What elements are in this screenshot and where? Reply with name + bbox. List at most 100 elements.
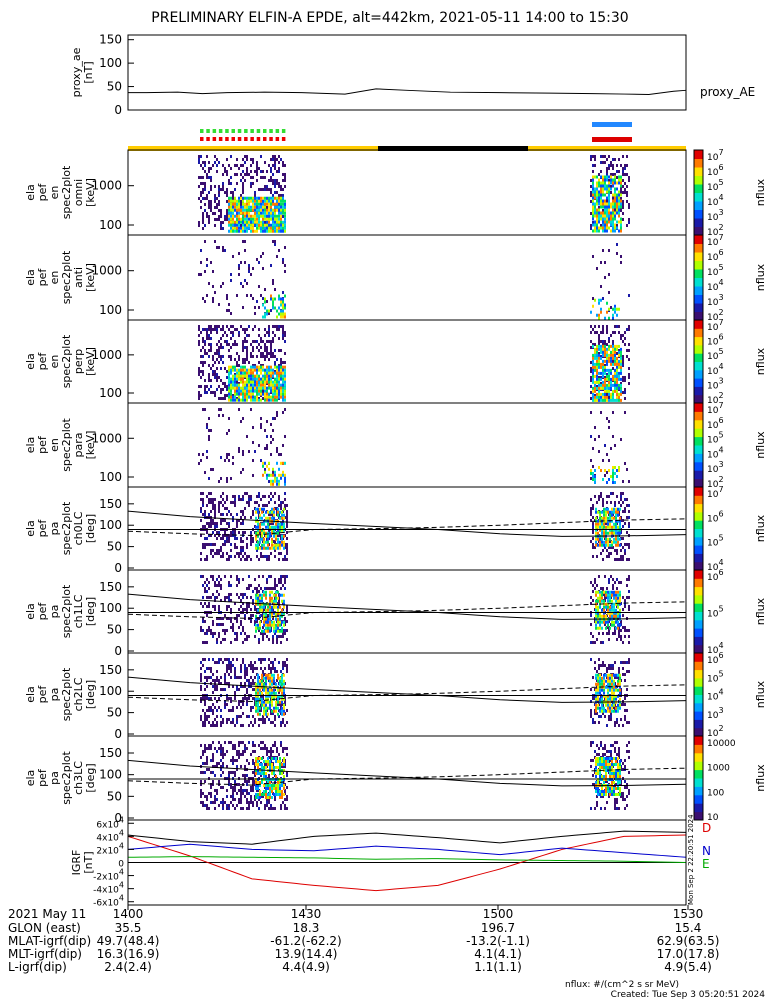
- spectrogram-pixel: [244, 670, 246, 673]
- spectrogram-pixel: [252, 724, 254, 727]
- spectrogram-pixel: [282, 392, 284, 396]
- spectrogram-pixel: [230, 331, 232, 334]
- spectrogram-pixel: [250, 706, 252, 709]
- colorbar-cell: [694, 704, 703, 708]
- ylabel: pef: [36, 183, 49, 202]
- spectrogram-pixel: [608, 155, 610, 158]
- spectrogram-pixel: [232, 377, 234, 381]
- spectrogram-pixel: [206, 352, 208, 355]
- spectrogram-pixel: [248, 267, 250, 270]
- spectrogram-pixel: [262, 555, 264, 558]
- spectrogram-pixel: [278, 211, 280, 215]
- colorbar-cell: [694, 394, 703, 398]
- colorbar-label: nflux: [754, 680, 767, 708]
- spectrogram-pixel: [232, 325, 234, 328]
- spectrogram-pixel: [272, 473, 274, 477]
- spectrogram-pixel: [228, 309, 230, 312]
- spectrogram-pixel: [614, 444, 616, 447]
- spectrogram-pixel: [218, 682, 220, 685]
- spectrogram-pixel: [261, 522, 263, 526]
- spectrogram-pixel: [594, 175, 596, 179]
- spectrogram-pixel: [592, 170, 594, 173]
- spectrogram-pixel: [267, 629, 269, 633]
- spectrogram-pixel: [282, 161, 284, 164]
- colorbar-cell: [694, 324, 703, 327]
- spectrogram-pixel: [270, 587, 272, 590]
- spectrogram-pixel: [274, 205, 276, 209]
- colorbar-cell: [694, 711, 703, 714]
- spectrogram-pixel: [276, 386, 278, 390]
- spectrogram-pixel: [280, 641, 282, 644]
- spectrogram-pixel: [266, 558, 268, 561]
- spectrogram-pixel: [230, 661, 232, 664]
- spectrogram-pixel: [226, 697, 228, 700]
- spectrogram-pixel: [220, 587, 222, 590]
- ylabel: pef: [36, 435, 49, 454]
- spectrogram-pixel: [272, 211, 274, 215]
- spectrogram-pixel: [608, 356, 610, 360]
- spectrogram-pixel: [257, 685, 259, 689]
- spectrogram-pixel: [282, 309, 284, 313]
- spectrogram-pixel: [266, 578, 268, 581]
- spectrogram-pixel: [232, 709, 234, 712]
- spectrogram-pixel: [608, 495, 610, 498]
- spectrogram-pixel: [278, 377, 280, 381]
- spectrogram-pixel: [228, 343, 230, 346]
- spectrogram-pixel: [270, 208, 272, 212]
- spectrogram-pixel: [210, 337, 212, 340]
- ylabel: [nT]: [82, 61, 95, 83]
- spectrogram-pixel: [599, 620, 601, 624]
- spectrogram-pixel: [614, 398, 616, 402]
- spectrogram-pixel: [214, 185, 216, 188]
- spectrogram-pixel: [608, 167, 610, 170]
- spectrogram-pixel: [592, 223, 594, 227]
- status-bar-orange: [528, 146, 686, 151]
- spectrogram-pixel: [618, 170, 620, 173]
- spectrogram-pixel: [252, 349, 254, 352]
- spectrogram-pixel: [606, 208, 608, 212]
- spectrogram-pixel: [277, 626, 279, 630]
- spectrogram-pixel: [602, 297, 604, 300]
- spectrogram-pixel: [611, 513, 613, 517]
- spectrogram-pixel: [240, 516, 242, 519]
- spectrogram-pixel: [216, 246, 218, 249]
- spectrogram-pixel: [615, 611, 617, 615]
- colorbar-cell: [694, 369, 703, 373]
- spectrogram-pixel: [271, 543, 273, 547]
- spectrogram-pixel: [274, 361, 276, 364]
- spectrogram-pixel: [212, 212, 214, 215]
- spectrogram-pixel: [602, 380, 604, 384]
- spectrogram-pixel: [622, 501, 624, 504]
- spectrogram-pixel: [280, 325, 282, 328]
- spectrogram-pixel: [263, 688, 265, 692]
- spectrogram-pixel: [258, 380, 260, 384]
- spectrogram-pixel: [234, 199, 236, 203]
- spectrogram-pixel: [198, 328, 200, 331]
- colorbar-tick-label: 105: [707, 178, 724, 193]
- spectrogram-pixel: [609, 516, 611, 520]
- spectrogram-pixel: [274, 383, 276, 387]
- spectrogram-pixel: [218, 593, 220, 596]
- spectrogram-pixel: [236, 706, 238, 709]
- spectrogram-pixel: [210, 367, 212, 370]
- spectrogram-pixel: [228, 202, 230, 206]
- spectrogram-pixel: [600, 214, 602, 218]
- spectrogram-pixel: [214, 679, 216, 682]
- spectrogram-pixel: [595, 614, 597, 618]
- spectrogram-pixel: [230, 664, 232, 667]
- spectrogram-pixel: [254, 620, 256, 623]
- spectrogram-pixel: [222, 282, 224, 285]
- spectrogram-pixel: [270, 492, 272, 495]
- spectrogram-pixel: [272, 173, 274, 176]
- spectrogram-pixel: [246, 386, 248, 390]
- colorbar-cell: [694, 692, 703, 695]
- spectrogram-pixel: [590, 370, 592, 373]
- spectrogram-pixel: [262, 315, 264, 319]
- spectrogram-pixel: [264, 374, 266, 378]
- spectrogram-pixel: [594, 193, 596, 197]
- spectrogram-pixel: [611, 531, 613, 535]
- spectrogram-pixel: [244, 492, 246, 495]
- spectrogram-pixel: [198, 221, 200, 224]
- spectrogram-pixel: [284, 398, 286, 402]
- spectrogram-pixel: [275, 546, 277, 550]
